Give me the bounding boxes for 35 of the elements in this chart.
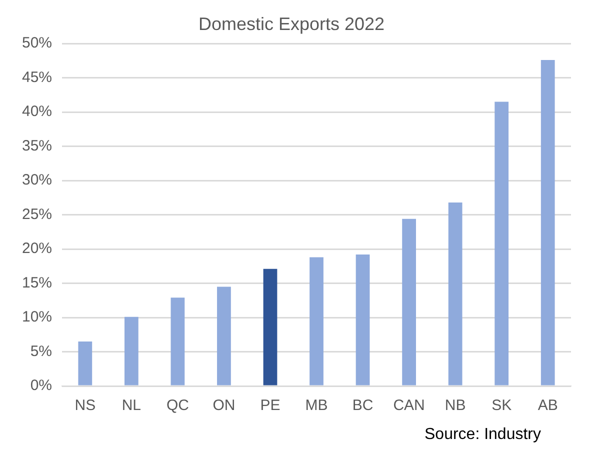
y-tick-label: 30% — [22, 172, 52, 189]
bar — [448, 202, 462, 386]
bar — [356, 254, 370, 386]
bar — [78, 341, 92, 386]
bar — [540, 60, 555, 386]
x-tick-label: PE — [260, 397, 280, 414]
bar — [170, 298, 185, 386]
y-tick-label: 45% — [22, 68, 52, 86]
bar — [310, 257, 324, 386]
y-tick-label: 5% — [30, 342, 52, 360]
bar — [494, 102, 509, 386]
y-tick-label: 15% — [22, 274, 52, 292]
x-tick-label: NB — [444, 397, 466, 414]
y-tick-label: 35% — [22, 137, 52, 154]
y-tick-label: 40% — [22, 103, 52, 120]
x-tick-label: ON — [212, 397, 236, 414]
y-tick-label: 50% — [22, 34, 52, 52]
x-tick-label: QC — [166, 397, 190, 414]
source-note: Source: Industry — [424, 426, 542, 444]
x-tick-label: CAN — [393, 397, 425, 414]
bar — [402, 218, 416, 386]
x-tick-label: NL — [122, 397, 142, 414]
chart-title: Domestic Exports 2022 — [198, 14, 385, 34]
x-tick-label: AB — [538, 397, 558, 414]
x-tick-label: NS — [74, 397, 96, 414]
y-tick-label: 0% — [30, 377, 52, 394]
y-tick-label: 25% — [22, 206, 52, 223]
bar — [217, 286, 231, 386]
bar — [124, 316, 138, 386]
x-tick-label: MB — [305, 397, 328, 414]
x-tick-label: SK — [492, 397, 512, 414]
y-tick-label: 10% — [22, 308, 52, 326]
y-tick-label: 20% — [22, 240, 52, 258]
x-tick-label: BC — [352, 397, 374, 414]
bar — [263, 268, 278, 386]
